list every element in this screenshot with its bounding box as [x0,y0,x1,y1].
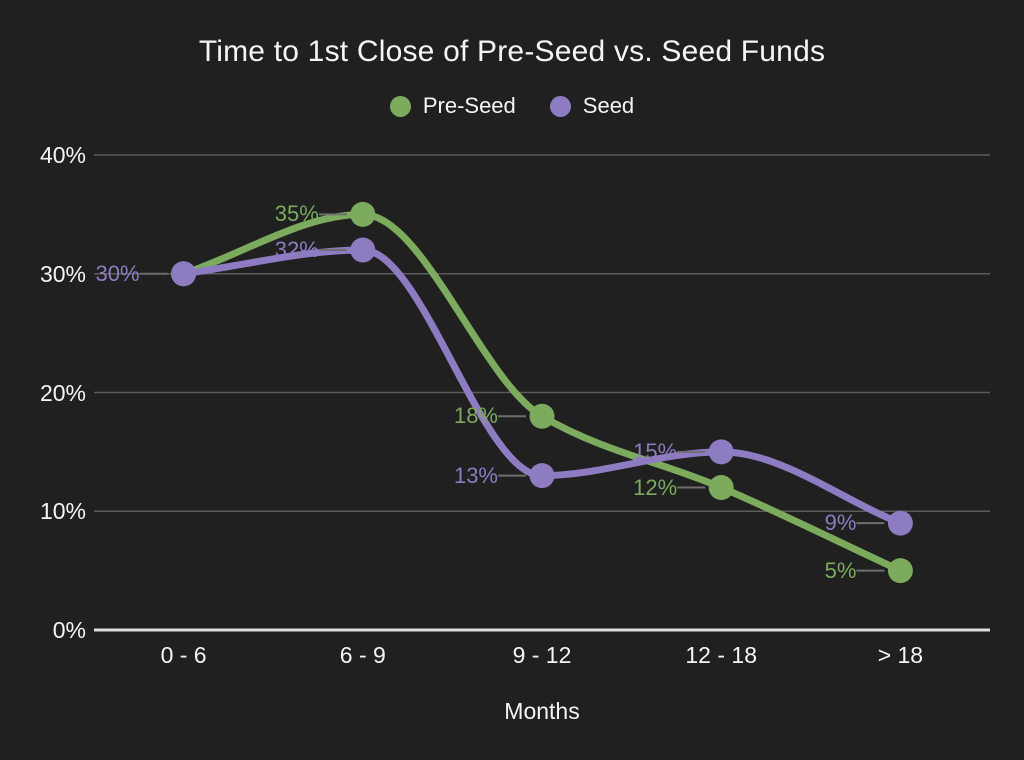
chart-legend: Pre-Seed Seed [0,93,1024,119]
point-label: 5% [824,557,857,583]
data-point-seed [350,237,376,263]
point-label: 35% [274,201,319,227]
y-axis-label: 10% [39,498,86,525]
point-label: 13% [453,462,498,488]
y-axis-label: 0% [52,617,86,643]
legend-swatch-pre-seed-icon [389,95,411,117]
x-axis-label: > 18 [877,642,924,668]
legend-item-pre-seed: Pre-Seed [389,93,516,119]
point-label: 32% [274,237,319,262]
data-point-pre-seed [887,558,913,584]
data-point-pre-seed [350,201,376,227]
legend-label-seed: Seed [582,93,635,118]
point-label: 30% [95,260,140,286]
x-axis-label: 6 - 9 [339,642,386,668]
point-label: 18% [453,403,498,429]
legend-label-pre-seed: Pre-Seed [422,93,516,118]
y-axis-label: 30% [39,260,86,287]
point-label: 15% [633,438,678,464]
data-point-seed [529,463,555,489]
data-point-pre-seed [529,403,555,429]
legend-item-seed: Seed [549,93,635,119]
point-label: 9% [824,510,857,536]
x-axis-label: 12 - 18 [685,642,757,668]
data-point-pre-seed [708,475,734,500]
data-point-seed [708,439,734,465]
point-label: 12% [633,474,678,500]
chart-title: Time to 1st Close of Pre-Seed vs. Seed F… [198,35,826,68]
x-axis-label: 0 - 6 [160,642,207,668]
data-point-seed [887,510,913,536]
data-point-seed [171,261,197,287]
y-axis-label: 20% [39,379,86,406]
x-axis-title: Months [504,698,580,724]
x-axis-label: 9 - 12 [512,642,572,668]
y-axis-label: 40% [39,142,86,168]
legend-swatch-seed-icon [549,95,571,117]
